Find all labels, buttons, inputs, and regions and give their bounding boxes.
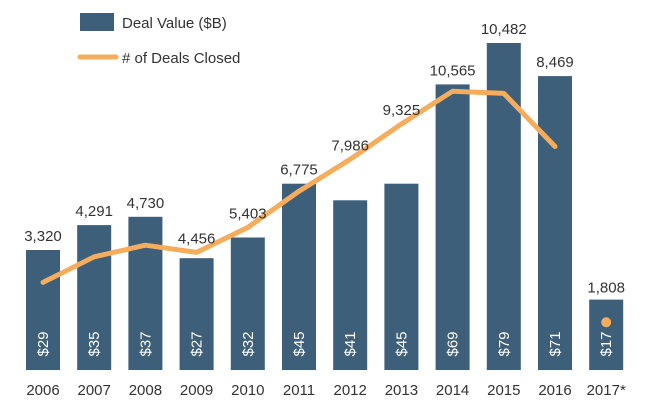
bar-value-label: $29: [35, 331, 52, 356]
bar-2008: [128, 216, 163, 370]
x-tick-label: 2009: [180, 382, 213, 399]
deals-marker-2017*: [601, 317, 612, 328]
x-tick-label: 2010: [231, 382, 264, 399]
bar-value-label: $79: [496, 331, 513, 356]
bar-value-label: $45: [291, 331, 308, 356]
deals-count-label: 8,469: [536, 54, 574, 71]
deals-count-label: 3,320: [24, 228, 62, 245]
x-tick-label: 2014: [436, 382, 469, 399]
legend: Deal Value ($B) # of Deals Closed: [77, 13, 240, 67]
bar-value-label: $45: [393, 331, 410, 356]
bar-value-label: $35: [86, 331, 103, 356]
x-tick-label: 2011: [283, 382, 315, 399]
deals-count-label: 4,730: [127, 195, 165, 212]
bar-value-label: $17: [598, 331, 615, 356]
x-tick-label: 2015: [487, 382, 520, 399]
bar-2015: [486, 43, 521, 370]
bar-value-label: $71: [547, 331, 564, 356]
x-tick-label: 2013: [385, 382, 418, 399]
x-tick-label: 2012: [334, 382, 367, 399]
bar-2012: [333, 200, 368, 370]
bar-value-label: $41: [342, 331, 359, 356]
x-tick-label: 2017*: [587, 382, 626, 399]
deals-count-label: 4,456: [178, 230, 216, 247]
bar-2013: [384, 183, 419, 370]
bar-series: [26, 43, 624, 371]
bar-2011: [282, 183, 316, 370]
bar-value-labels: $29 $35 $37 $27 $32 $45 $41 $45 $69 $79 $71 $17: [35, 331, 615, 356]
bar-value-label: $27: [189, 331, 206, 356]
bar-2007: [77, 225, 112, 370]
bar-2017*: [589, 299, 624, 370]
x-tick-label: 2006: [26, 382, 59, 399]
deals-line: [40, 88, 558, 285]
legend-bar-swatch: [80, 13, 114, 31]
x-axis-labels: 2006 2007 2008 2009 2010 2011 2012 2013 2014 2015…: [26, 382, 626, 399]
bar-2006: [26, 250, 60, 370]
deals-count-label: 1,808: [587, 280, 625, 297]
x-tick-label: 2016: [538, 382, 571, 399]
x-tick-label: 2008: [129, 382, 162, 399]
bar-2016: [538, 76, 572, 370]
deals-markers: [601, 317, 612, 328]
x-tick-label: 2007: [78, 382, 111, 399]
deals-count-label: 9,325: [383, 102, 421, 119]
deals-count-label: 6,775: [280, 162, 318, 179]
deals-count-labels: 3,320 4,291 4,730 4,456 5,403 6,775 7,986 9,325…: [24, 21, 625, 297]
deals-count-label: 4,291: [75, 203, 113, 220]
bar-value-label: $32: [240, 331, 257, 356]
bar-2009: [179, 258, 214, 370]
bar-value-label: $69: [445, 331, 462, 356]
legend-bar-label: Deal Value ($B): [122, 15, 227, 32]
bar-value-label: $37: [137, 331, 154, 356]
bar-2010: [230, 237, 265, 370]
deals-count-label: 10,482: [481, 21, 527, 38]
deals-count-label: 10,565: [430, 62, 476, 79]
deals-count-label: 5,403: [229, 205, 267, 222]
deals-count-label: 7,986: [331, 137, 369, 154]
legend-line-label: # of Deals Closed: [122, 50, 240, 67]
bar-2014: [435, 84, 470, 371]
